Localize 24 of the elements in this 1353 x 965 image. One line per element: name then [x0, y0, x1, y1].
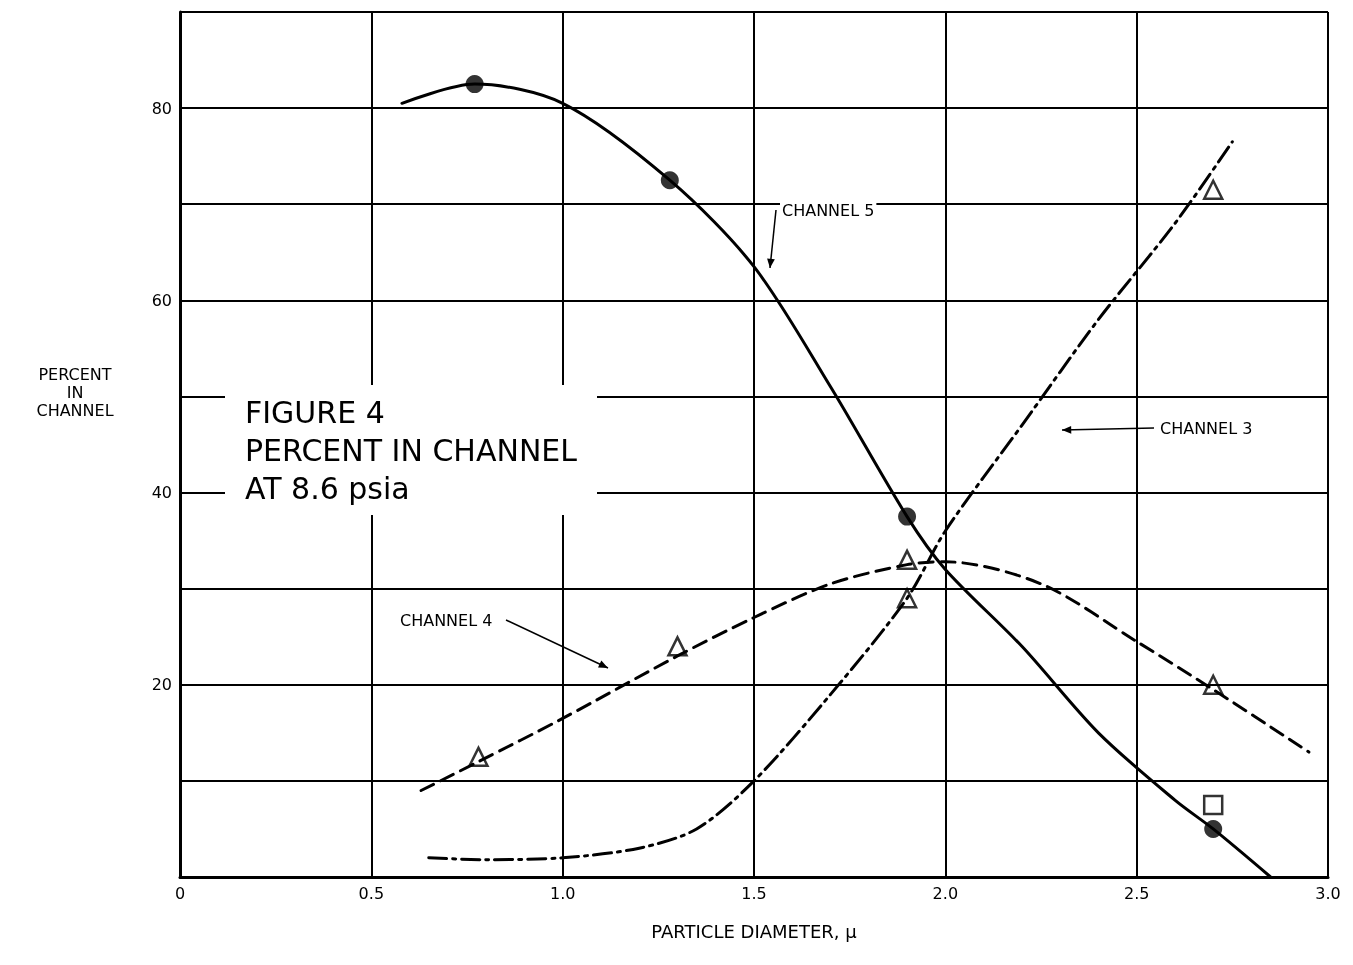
y-tick-label: 80 [151, 98, 172, 118]
point [667, 636, 688, 657]
point [896, 549, 918, 571]
x-axis-title: PARTICLE DIAMETER, μ [651, 920, 858, 942]
annotation: CHANNEL 4 [400, 610, 493, 630]
y-tick-label: 20 [151, 675, 172, 695]
x-tick-label: 1.0 [549, 883, 576, 903]
point [1202, 794, 1224, 816]
text: FIGURE 4 PERCENT IN CHANNEL AT 8.6 psia [245, 394, 578, 506]
y-tick-label: 60 [151, 290, 172, 310]
x-tick-label: 2.0 [932, 883, 959, 903]
annotation: CHANNEL 3 [1160, 418, 1253, 438]
y-tick-label: 40 [151, 483, 172, 503]
point [468, 746, 489, 768]
x-tick-label: 3.0 [1315, 883, 1341, 903]
point [1202, 674, 1224, 696]
annotation: CHANNEL 5 [782, 200, 875, 220]
x-tick-label: 0.5 [358, 883, 385, 903]
point [896, 588, 918, 609]
x-tick-label: 0 [174, 883, 186, 903]
y-axis-title: PERCENT IN CHANNEL [36, 364, 114, 420]
point [1202, 179, 1224, 201]
x-tick-label: 2.5 [1123, 883, 1150, 903]
x-tick-label: 1.5 [741, 883, 767, 903]
